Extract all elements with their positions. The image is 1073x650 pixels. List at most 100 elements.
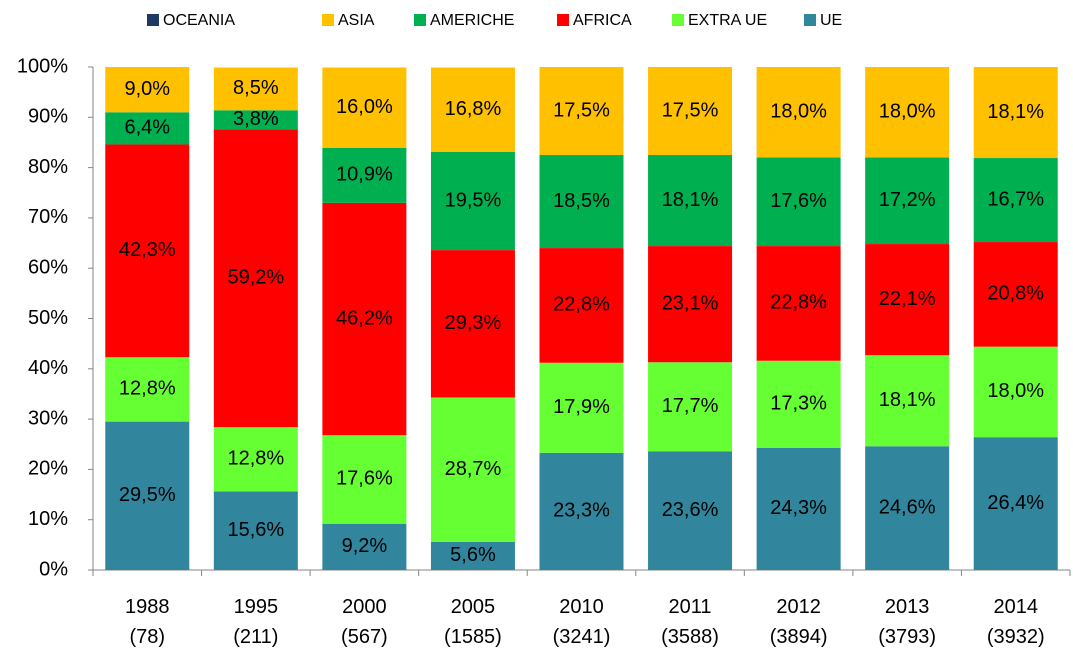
legend-swatch xyxy=(414,14,426,26)
y-tick-label: 80% xyxy=(28,156,68,178)
bar-segment xyxy=(105,357,190,422)
x-tick-label: 2000 (567) xyxy=(341,596,388,648)
y-tick-label: 90% xyxy=(28,106,68,128)
data-label: 17,9% xyxy=(553,396,610,418)
bar-segment xyxy=(865,355,950,447)
data-label: 3,8% xyxy=(233,108,279,130)
bar-segment xyxy=(213,67,298,111)
data-label: 23,6% xyxy=(662,499,719,521)
bar-segment xyxy=(973,67,1058,159)
data-label: 42,3% xyxy=(119,239,176,261)
data-label: 18,0% xyxy=(770,101,827,123)
y-tick-label: 100% xyxy=(17,55,68,77)
bar-segment xyxy=(213,491,298,570)
legend-swatch xyxy=(322,14,334,26)
legend-label: UE xyxy=(820,12,842,29)
data-label: 17,6% xyxy=(770,190,827,212)
data-label: 12,8% xyxy=(227,448,284,470)
bar-segment xyxy=(430,541,515,570)
data-label: 16,0% xyxy=(336,96,393,118)
bar-segment xyxy=(430,152,515,251)
bar-segment xyxy=(865,446,950,570)
data-label: 17,2% xyxy=(879,189,936,211)
data-label: 15,6% xyxy=(227,519,284,541)
x-tick-label: 2014 (3932) xyxy=(987,596,1045,648)
data-label: 5,6% xyxy=(450,544,496,566)
bar-segment xyxy=(322,523,407,570)
bar-segment xyxy=(322,147,407,203)
data-label: 26,4% xyxy=(987,492,1044,514)
bar-segment xyxy=(430,250,515,398)
data-label: 17,6% xyxy=(336,468,393,490)
legend-swatch xyxy=(804,14,816,26)
data-label: 17,3% xyxy=(770,393,827,415)
legend-swatch xyxy=(147,14,159,26)
bar-segment xyxy=(322,202,407,436)
legend-label: EXTRA UE xyxy=(688,12,767,29)
bar-segment xyxy=(430,67,515,153)
bar-segment xyxy=(973,242,1058,347)
data-label: 22,8% xyxy=(553,294,610,316)
bar-segment xyxy=(648,246,733,363)
bar-segment xyxy=(756,246,841,361)
data-label: 23,1% xyxy=(662,292,719,314)
x-tick-label: 2010 (3241) xyxy=(553,596,611,648)
bar-segment xyxy=(756,67,841,158)
bar-segment xyxy=(322,435,407,524)
bar-segment xyxy=(756,360,841,448)
data-label: 17,5% xyxy=(553,99,610,121)
bar-segment xyxy=(105,421,190,570)
bar-segment xyxy=(648,362,733,452)
data-label: 9,0% xyxy=(124,78,170,100)
bar-segment xyxy=(213,110,298,130)
data-label: 18,1% xyxy=(879,389,936,411)
bar-segment xyxy=(973,158,1058,243)
legend-label: ASIA xyxy=(338,12,375,29)
data-label: 17,5% xyxy=(662,99,719,121)
y-tick-label: 0% xyxy=(39,558,68,580)
legend-label: AFRICA xyxy=(573,12,632,29)
bar-segment xyxy=(865,244,950,356)
data-label: 17,7% xyxy=(662,395,719,417)
data-label: 24,6% xyxy=(879,496,936,518)
bar-segment xyxy=(539,67,624,156)
legend-swatch xyxy=(557,14,569,26)
data-label: 10,9% xyxy=(336,164,393,186)
data-label: 16,7% xyxy=(987,188,1044,210)
data-label: 9,2% xyxy=(342,535,388,557)
bar-segment xyxy=(539,155,624,249)
data-label: 18,0% xyxy=(987,380,1044,402)
x-tick-label: 1995 (211) xyxy=(233,596,278,648)
bar-segment xyxy=(322,67,407,148)
bar-segment xyxy=(539,248,624,363)
data-label: 18,1% xyxy=(987,101,1044,123)
bar-segment xyxy=(756,447,841,570)
data-label: 18,1% xyxy=(662,189,719,211)
bar-segment xyxy=(648,155,733,247)
y-tick-label: 70% xyxy=(28,206,68,228)
bar-segment xyxy=(539,452,624,570)
data-label: 19,5% xyxy=(445,189,502,211)
data-label: 16,8% xyxy=(445,98,502,120)
y-tick-label: 60% xyxy=(28,256,68,278)
x-tick-label: 2013 (3793) xyxy=(878,596,936,648)
bar-segment xyxy=(213,427,298,492)
data-label: 8,5% xyxy=(233,77,279,99)
data-label: 20,8% xyxy=(987,283,1044,305)
y-tick-label: 50% xyxy=(28,307,68,329)
data-label: 24,3% xyxy=(770,497,827,519)
bar-segment xyxy=(865,157,950,245)
y-tick-label: 30% xyxy=(28,407,68,429)
bar-segment xyxy=(648,451,733,570)
x-tick-label: 2011 (3588) xyxy=(661,596,719,648)
bar-segment xyxy=(973,437,1058,570)
bar-segment xyxy=(105,144,190,358)
x-tick-label: 2012 (3894) xyxy=(770,596,828,648)
data-label: 12,8% xyxy=(119,378,176,400)
y-tick-label: 40% xyxy=(28,357,68,379)
legend-swatch xyxy=(672,14,684,26)
bar-segment xyxy=(539,362,624,453)
y-tick-label: 20% xyxy=(28,458,68,480)
data-label: 59,2% xyxy=(227,267,284,289)
